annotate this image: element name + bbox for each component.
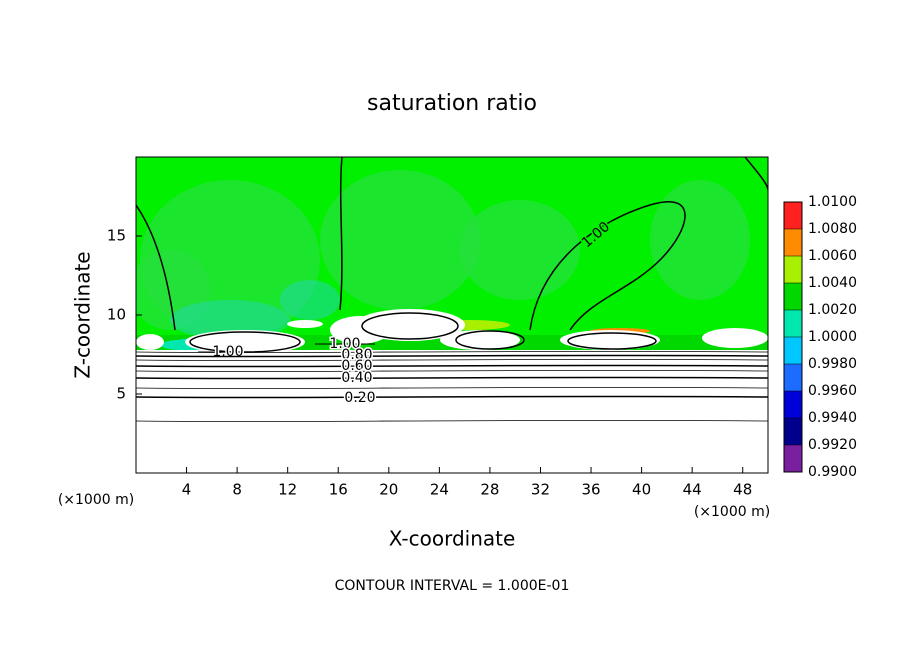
contour-line bbox=[136, 354, 768, 358]
colorbar-frame bbox=[783, 201, 803, 473]
x-tick-label: 28 bbox=[480, 481, 499, 499]
contour-line bbox=[136, 376, 768, 380]
cloud bbox=[136, 334, 164, 350]
colorbar-label: 0.9900 bbox=[808, 464, 857, 480]
colorbar-label: 1.0020 bbox=[808, 302, 857, 318]
x-tick-label: 8 bbox=[232, 481, 242, 499]
colorbar-label: 1.0040 bbox=[808, 275, 857, 291]
x-tick-label: 4 bbox=[182, 481, 192, 499]
x-tick-label: 44 bbox=[683, 481, 702, 499]
contour-line bbox=[136, 204, 176, 331]
chart-title: saturation ratio bbox=[367, 91, 537, 116]
colorbar-label: 1.0060 bbox=[808, 248, 857, 264]
cloud bbox=[185, 330, 305, 354]
colorbar-band bbox=[784, 364, 802, 391]
field-patch bbox=[320, 170, 480, 310]
field-patch bbox=[650, 180, 750, 300]
x-tick-label: 20 bbox=[379, 481, 398, 499]
colorbar-band bbox=[784, 445, 802, 472]
colorbar-band bbox=[784, 256, 802, 283]
colorbar-label: 0.9960 bbox=[808, 383, 857, 399]
contour-label: 0.20 bbox=[344, 390, 375, 406]
field-patch bbox=[460, 200, 580, 300]
field-patch bbox=[170, 300, 290, 340]
contour-line bbox=[136, 359, 768, 361]
y-tick-label: 10 bbox=[107, 306, 126, 324]
x-tick-label: 40 bbox=[632, 481, 651, 499]
x-tick-label: 24 bbox=[430, 481, 449, 499]
contour-line bbox=[361, 312, 459, 340]
colorbar-band bbox=[784, 229, 802, 256]
x-unit-label: (×1000 m) bbox=[694, 504, 770, 520]
colorbar-band bbox=[784, 283, 802, 310]
colorbar-band bbox=[784, 418, 802, 445]
note: CONTOUR INTERVAL = 1.000E-01 bbox=[335, 578, 570, 594]
contour-line bbox=[136, 351, 768, 353]
colorbar-band bbox=[784, 391, 802, 418]
colorbar-label: 0.9940 bbox=[808, 410, 857, 426]
contour-line bbox=[136, 387, 768, 389]
cloud bbox=[330, 316, 390, 344]
contour-label: 0.80 bbox=[341, 347, 372, 363]
contour-label: 0.40 bbox=[341, 370, 372, 386]
colorbar-band bbox=[784, 202, 802, 229]
contour-line bbox=[567, 332, 657, 350]
colorbar-label: 0.9920 bbox=[808, 437, 857, 453]
x-tick-label: 16 bbox=[329, 481, 348, 499]
x-tick-label: 36 bbox=[581, 481, 600, 499]
cloud bbox=[287, 320, 323, 328]
y-unit-label: (×1000 m) bbox=[58, 492, 134, 508]
contour-line bbox=[136, 395, 768, 399]
y-tick-label: 5 bbox=[116, 385, 126, 403]
colorbar-label: 0.9980 bbox=[808, 356, 857, 372]
colorbar-label: 1.0100 bbox=[808, 194, 857, 210]
contour-line bbox=[136, 420, 768, 422]
colorbar-label: 1.0080 bbox=[808, 221, 857, 237]
cloud-free-area bbox=[136, 350, 768, 473]
cloud bbox=[702, 328, 768, 348]
contour-line bbox=[136, 370, 768, 372]
colorbar-band bbox=[784, 337, 802, 364]
y-axis-label: Z-coordinate bbox=[71, 251, 95, 378]
colorbar-label: 1.0000 bbox=[808, 329, 857, 345]
y-tick-label: 15 bbox=[107, 227, 126, 245]
x-tick-label: 32 bbox=[531, 481, 550, 499]
colorbar-band bbox=[784, 310, 802, 337]
field-patch bbox=[280, 280, 340, 320]
contour-line bbox=[339, 157, 343, 311]
contour-label: 1.00 bbox=[329, 336, 360, 352]
x-axis-label: X-coordinate bbox=[389, 527, 516, 551]
contour-line bbox=[529, 201, 686, 331]
contour-line bbox=[136, 364, 768, 368]
field: 1.001.00 1.000.800.600.400.20 bbox=[136, 157, 768, 473]
x-tick-label: 48 bbox=[733, 481, 752, 499]
x-tick-label: 12 bbox=[278, 481, 297, 499]
contour-label: 0.60 bbox=[341, 358, 372, 374]
contour-line bbox=[455, 330, 525, 350]
contour-label: 1.00 bbox=[212, 344, 243, 360]
